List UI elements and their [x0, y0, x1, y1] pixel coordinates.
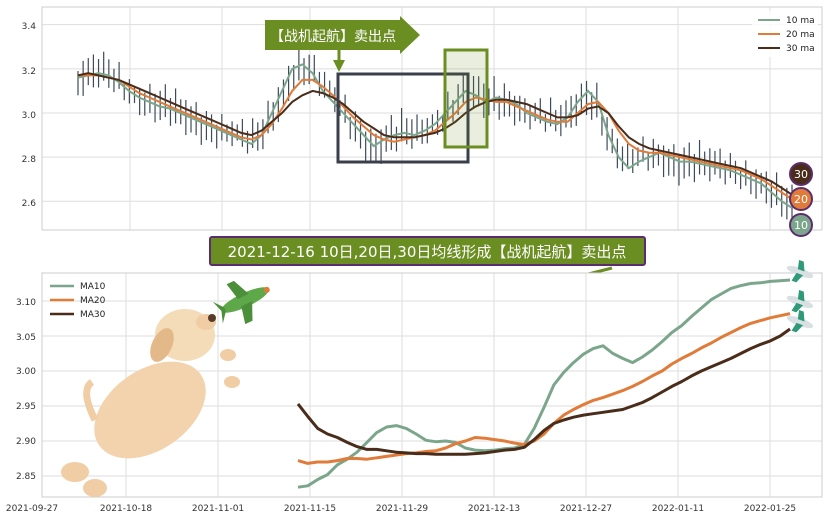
bottom-legend: MA10 MA20 MA30 [50, 282, 106, 320]
ma-line-10-ma [77, 63, 793, 209]
badge-20 [789, 187, 813, 211]
bottom-x-tick: 2021-12-13 [468, 504, 520, 514]
ma-line-30-ma [77, 72, 793, 196]
bottom-x-tick: 2022-01-25 [744, 504, 796, 514]
bottom-x-tick: 2022-01-11 [652, 504, 704, 514]
legend-20ma: 20 ma [786, 30, 815, 40]
top-legend: 10 ma 20 ma 30 ma [752, 11, 818, 57]
top-y-tick: 2.8 [22, 155, 37, 165]
bottom-y-tick: 3.05 [16, 333, 36, 343]
down-arrow-icon [333, 50, 345, 72]
ma-line-20-ma [78, 74, 793, 200]
top-ma-lines [77, 63, 793, 209]
bottom-x-tick: 2021-12-27 [560, 504, 612, 514]
sell-signal-box [443, 48, 489, 149]
sell-signal-banner: 2021-12-16 10日,20日,30日均线形成【战机起航】卖出点 [209, 236, 646, 284]
bottom-x-tick: 2021-09-27 [6, 504, 58, 514]
legend-ma30: MA30 [80, 310, 106, 320]
bottom-x-tick: 2021-11-01 [192, 504, 244, 514]
bottom-chart: 3.10 3.05 3.00 2.95 2.90 2.85 2021-09-27… [6, 259, 823, 514]
legend-ma10: MA10 [80, 282, 106, 292]
legend-10ma: 10 ma [786, 16, 815, 26]
badge-10-label: 10 [794, 219, 808, 232]
sell-point-arrow: 【战机起航】卖出点 [265, 16, 420, 54]
sell-point-label: 【战机起航】卖出点 [270, 29, 396, 45]
legend-ma20: MA20 [80, 296, 106, 306]
bottom-y-tick: 3.00 [16, 367, 36, 377]
airplane-icon [212, 280, 270, 325]
bottom-y-tick: 2.85 [16, 472, 36, 482]
bottom-x-tick: 2021-10-18 [100, 504, 153, 514]
top-chart: 3.4 3.2 3.0 2.8 2.6 【战机起航】卖出点 10 ma 20 m… [22, 6, 823, 237]
badge-20-label: 20 [794, 193, 808, 206]
banner-text: 2021-12-16 10日,20日,30日均线形成【战机起航】卖出点 [228, 243, 627, 261]
consolidation-box [336, 72, 470, 164]
badge-10 [789, 213, 813, 237]
airplane-icon [786, 289, 814, 313]
ma-badges: 30 20 10 [789, 162, 813, 237]
top-y-tick: 3.4 [22, 22, 37, 32]
badge-30-label: 30 [794, 168, 808, 181]
bottom-x-tick: 2021-11-29 [376, 504, 429, 514]
ma-line-MA30 [296, 327, 791, 456]
bottom-x-tick: 2021-11-15 [284, 504, 336, 514]
top-y-tick: 2.6 [22, 199, 37, 209]
top-y-tick: 3.0 [22, 111, 37, 121]
top-y-tick: 3.2 [22, 67, 36, 77]
legend-30ma: 30 ma [786, 44, 815, 54]
badge-30 [789, 162, 813, 186]
bottom-y-tick: 2.95 [16, 402, 36, 412]
puppy-illustration [61, 309, 240, 497]
airplane-icon [786, 259, 814, 283]
bottom-y-tick: 2.90 [16, 437, 36, 447]
ma-line-MA20 [297, 312, 791, 465]
bottom-ma-lines [296, 278, 791, 489]
airplane-icon [786, 309, 814, 333]
ma-line-MA10 [297, 278, 791, 489]
bottom-y-tick: 3.10 [16, 298, 36, 308]
